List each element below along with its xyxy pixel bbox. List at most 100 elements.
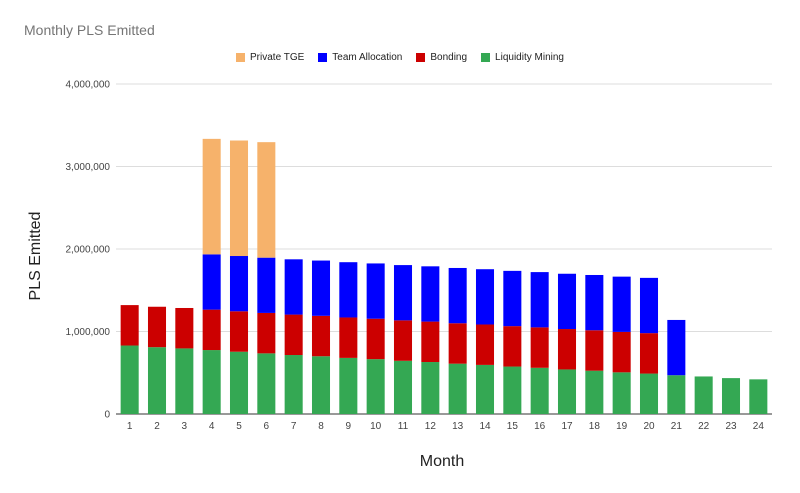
bar-bonding: [585, 330, 604, 371]
x-tick-label: 23: [725, 421, 737, 432]
bar-liquidity-mining: [667, 375, 686, 414]
bar-liquidity-mining: [612, 372, 631, 414]
bar-liquidity-mining: [257, 353, 276, 414]
bar-bonding: [530, 327, 549, 368]
bar-bonding: [639, 333, 659, 374]
bar-team-allocation: [503, 270, 522, 327]
legend-item: Liquidity Mining: [481, 52, 564, 63]
bar-bonding: [311, 315, 331, 357]
bar-bonding: [503, 326, 522, 367]
y-tick-label: 1,000,000: [66, 327, 111, 338]
y-axis-label: PLS Emitted: [27, 212, 44, 301]
bar-liquidity-mining: [311, 356, 331, 414]
bar-team-allocation: [202, 254, 221, 310]
bar-bonding: [393, 320, 413, 361]
bar-bonding: [448, 323, 467, 364]
legend-swatch: [236, 53, 246, 62]
bar-private-tge: [257, 142, 276, 258]
bar-team-allocation: [366, 263, 385, 319]
bar-team-allocation: [530, 272, 549, 328]
x-tick-labels: 1 2 3 4 5 6 7 8 9 10 11 12 13 14 15 16 17 18 19 20 21 22 23 24: [127, 421, 764, 432]
bar-bonding: [557, 329, 577, 370]
bar-liquidity-mining: [202, 350, 221, 414]
bar-bonding: [284, 314, 303, 356]
bar-bonding: [257, 312, 276, 354]
bar-liquidity-mining: [175, 348, 194, 414]
bar-team-allocation: [393, 265, 413, 321]
x-tick-label: 13: [452, 421, 464, 432]
x-tick-label: 10: [370, 421, 382, 432]
y-tick-label: 0: [104, 410, 110, 421]
bar-team-allocation: [339, 262, 358, 318]
chart-legend: Private TGE Team Allocation Bonding Liquidi…: [0, 52, 800, 63]
bar-bonding: [175, 307, 194, 349]
bar-team-allocation: [229, 256, 249, 312]
bar-liquidity-mining: [749, 379, 768, 414]
x-tick-label: 5: [236, 421, 242, 432]
y-tick-label: 2,000,000: [66, 245, 111, 256]
y-tick-label: 4,000,000: [66, 80, 111, 91]
legend-swatch: [318, 53, 328, 62]
bar-bonding: [147, 306, 167, 348]
gridlines: [116, 83, 772, 415]
bar-bonding: [475, 324, 495, 365]
bar-team-allocation: [284, 259, 303, 315]
x-axis-label: Month: [420, 453, 464, 470]
bar-liquidity-mining: [557, 369, 577, 414]
x-tick-label: 11: [398, 421, 409, 432]
x-tick-label: 21: [671, 421, 683, 432]
bar-team-allocation: [612, 276, 631, 332]
x-tick-label: 1: [127, 421, 133, 432]
bar-liquidity-mining: [229, 351, 249, 414]
bars: [120, 138, 768, 414]
bar-liquidity-mining: [120, 345, 139, 414]
x-tick-label: 9: [346, 421, 352, 432]
bar-liquidity-mining: [721, 378, 741, 414]
legend-label: Team Allocation: [332, 52, 403, 63]
bar-team-allocation: [585, 274, 604, 331]
x-tick-label: 2: [154, 421, 160, 432]
legend-swatch: [481, 53, 491, 62]
x-tick-label: 17: [561, 421, 573, 432]
bar-team-allocation: [311, 260, 331, 316]
x-tick-label: 14: [479, 421, 491, 432]
x-tick-label: 7: [291, 421, 297, 432]
x-tick-label: 20: [643, 421, 655, 432]
x-tick-label: 6: [264, 421, 270, 432]
bar-liquidity-mining: [339, 357, 358, 414]
bar-bonding: [120, 305, 139, 346]
legend-item: Team Allocation: [318, 52, 402, 63]
bar-team-allocation: [557, 273, 577, 330]
bar-team-allocation: [667, 319, 686, 376]
bar-bonding: [612, 331, 631, 373]
bar-liquidity-mining: [694, 376, 713, 414]
bar-liquidity-mining: [366, 359, 385, 414]
bar-team-allocation: [475, 269, 495, 325]
bar-bonding: [366, 318, 385, 360]
bar-liquidity-mining: [530, 367, 549, 414]
bar-liquidity-mining: [284, 355, 303, 414]
x-tick-label: 18: [589, 421, 601, 432]
bar-liquidity-mining: [448, 363, 467, 414]
bar-private-tge: [202, 138, 221, 255]
bar-liquidity-mining: [147, 347, 167, 414]
bar-liquidity-mining: [475, 364, 495, 414]
y-tick-label: 3,000,000: [66, 162, 111, 173]
bar-private-tge: [229, 140, 249, 257]
bar-liquidity-mining: [585, 370, 604, 414]
x-tick-label: 3: [182, 421, 188, 432]
legend-item: Private TGE: [236, 52, 304, 63]
y-tick-labels: 0 1,000,000 2,000,000 3,000,000 4,000,000: [66, 80, 111, 421]
bar-liquidity-mining: [393, 360, 413, 414]
bar-team-allocation: [448, 267, 467, 324]
legend-label: Liquidity Mining: [495, 52, 564, 63]
bar-liquidity-mining: [639, 373, 659, 414]
bar-bonding: [202, 309, 221, 351]
legend-swatch: [416, 53, 426, 62]
bar-bonding: [421, 321, 440, 363]
x-tick-label: 12: [425, 421, 437, 432]
bar-team-allocation: [257, 257, 276, 313]
x-tick-label: 24: [753, 421, 765, 432]
bar-team-allocation: [421, 266, 440, 322]
legend-label: Bonding: [430, 52, 468, 63]
